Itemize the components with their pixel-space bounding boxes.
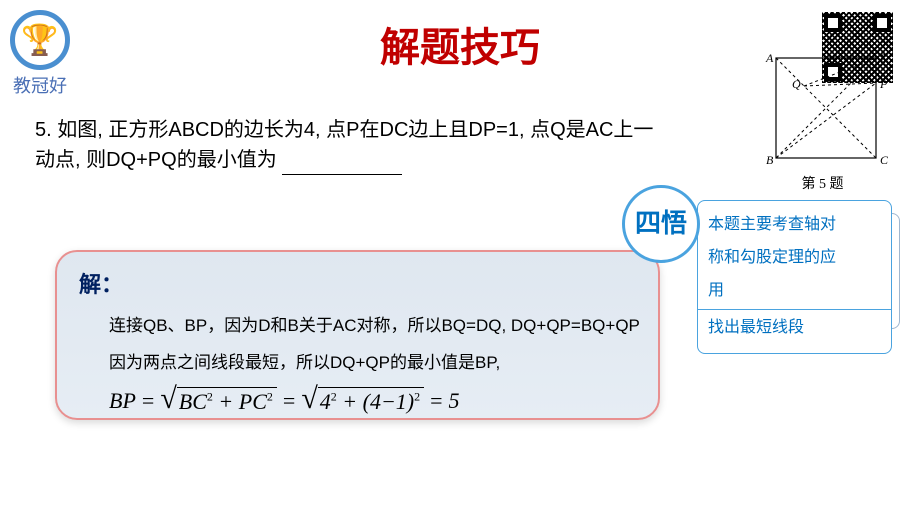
svg-text:P: P (879, 77, 888, 91)
eq-lhs: BP (109, 388, 136, 414)
logo-text: 教冠好 (10, 72, 70, 98)
figure-svg: A D B C P Q (758, 50, 888, 165)
svg-text:B: B (766, 153, 774, 165)
badge-text: 四悟 (635, 210, 687, 237)
solution-line1: 连接QB、BP，因为D和B关于AC对称，所以BQ=DQ, DQ+QP=BQ+QP (109, 311, 636, 336)
figure-caption: 第 5 题 (755, 173, 890, 193)
svg-text:Q: Q (792, 77, 801, 91)
answer-blank (282, 157, 402, 175)
solution-label: 解： (79, 267, 636, 299)
tip-card-front: 本题主要考查轴对 称和勾股定理的应 用 找出最短线段 (697, 200, 892, 354)
logo-circle: 🏆 (10, 10, 70, 70)
tip-line2: 称和勾股定理的应 (708, 242, 881, 275)
problem-number: 5. (35, 119, 52, 141)
svg-text:C: C (880, 153, 888, 165)
figure: A D B C P Q 第 5 题 (755, 50, 890, 193)
trophy-icon: 🏆 (21, 23, 58, 58)
problem-line1: 如图, 正方形ABCD的边长为4, 点P在DC边上且DP=1, 点Q是AC上一 (57, 119, 653, 141)
tip-line1: 本题主要考查轴对 (708, 209, 881, 242)
solution-box: 解： 连接QB、BP，因为D和B关于AC对称，所以BQ=DQ, DQ+QP=BQ… (55, 250, 660, 420)
brand-logo: 🏆 教冠好 (10, 10, 70, 98)
page-title: 解题技巧 (380, 15, 540, 73)
insight-badge: 四悟 (622, 185, 700, 263)
solution-equation: BP = √BC2 + PC2 = √42 + (4−1)2 = 5 (109, 387, 636, 415)
tip-extra: 找出最短线段 (708, 312, 881, 345)
problem-line2: 动点, 则DQ+PQ的最小值为 (35, 149, 277, 171)
eq-result: 5 (449, 388, 460, 414)
tip-stack: 解答本题的关键 是利用轴对称和 正方形中的对称 本题主要考查轴对 称和勾股定理的… (697, 200, 892, 354)
svg-text:D: D (879, 51, 888, 65)
tip-line3: 用 (708, 275, 881, 308)
problem-text: 5. 如图, 正方形ABCD的边长为4, 点P在DC边上且DP=1, 点Q是AC… (35, 115, 735, 175)
svg-text:A: A (765, 51, 774, 65)
solution-line2: 因为两点之间线段最短，所以DQ+QP的最小值是BP, (109, 348, 636, 373)
